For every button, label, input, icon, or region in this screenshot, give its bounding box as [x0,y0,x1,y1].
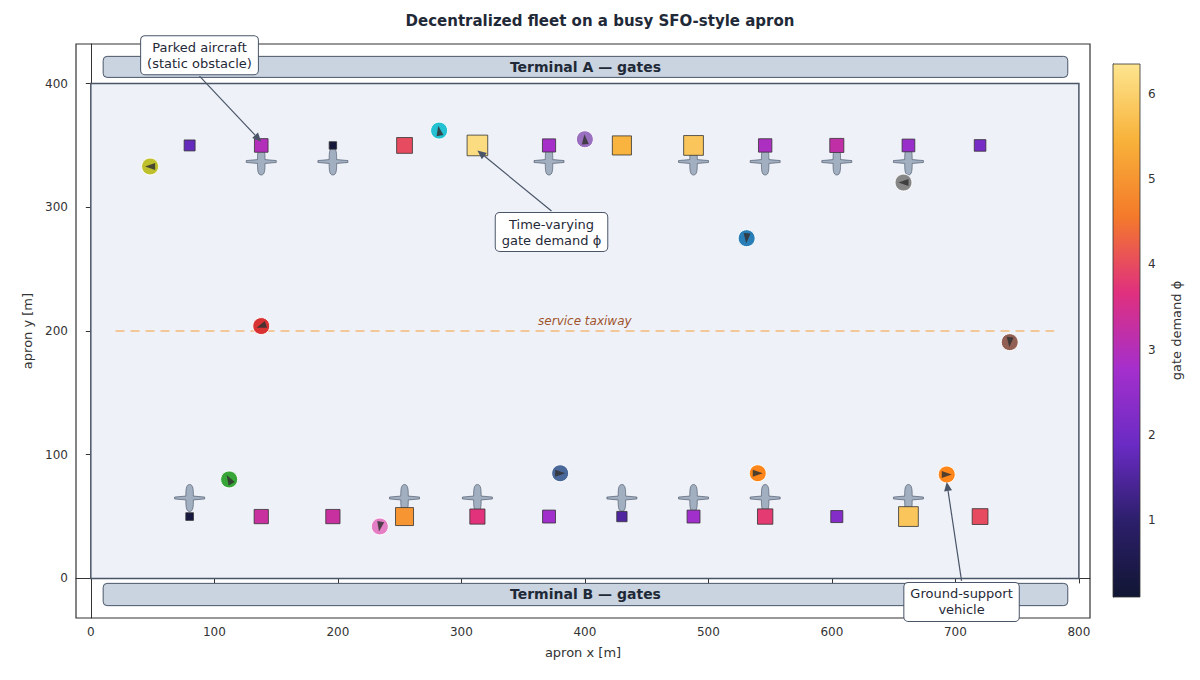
svg-text:4: 4 [1148,257,1156,271]
svg-text:Decentralized fleet on a busy: Decentralized fleet on a busy SFO-style … [406,12,795,30]
svg-text:service taxiway: service taxiway [538,314,632,328]
svg-text:Terminal B — gates: Terminal B — gates [510,586,661,602]
svg-text:2: 2 [1148,428,1156,442]
svg-text:800: 800 [1067,625,1090,639]
svg-text:6: 6 [1148,87,1156,101]
svg-text:0: 0 [87,625,95,639]
svg-text:Parked aircraft: Parked aircraft [152,40,247,55]
svg-text:apron x [m]: apron x [m] [545,645,621,660]
svg-text:200: 200 [326,625,349,639]
svg-text:300: 300 [45,200,68,214]
svg-text:3: 3 [1148,343,1156,357]
svg-text:300: 300 [450,625,473,639]
svg-text:(static obstacle): (static obstacle) [147,56,252,71]
svg-text:Time-varying: Time-varying [508,217,594,232]
svg-text:400: 400 [45,77,68,91]
svg-text:200: 200 [45,324,68,338]
svg-text:600: 600 [820,625,843,639]
svg-text:vehicle: vehicle [938,602,984,617]
svg-text:700: 700 [944,625,967,639]
svg-text:1: 1 [1148,513,1156,527]
svg-text:100: 100 [45,448,68,462]
svg-text:Terminal A — gates: Terminal A — gates [510,59,661,75]
svg-text:5: 5 [1148,172,1156,186]
svg-text:0: 0 [60,571,68,585]
svg-text:400: 400 [573,625,596,639]
svg-text:100: 100 [203,625,226,639]
svg-text:500: 500 [697,625,720,639]
svg-text:gate demand ϕ: gate demand ϕ [1169,281,1184,381]
svg-text:gate demand ϕ: gate demand ϕ [502,233,602,248]
svg-text:apron y [m]: apron y [m] [20,293,35,369]
svg-text:Ground-support: Ground-support [910,586,1012,601]
